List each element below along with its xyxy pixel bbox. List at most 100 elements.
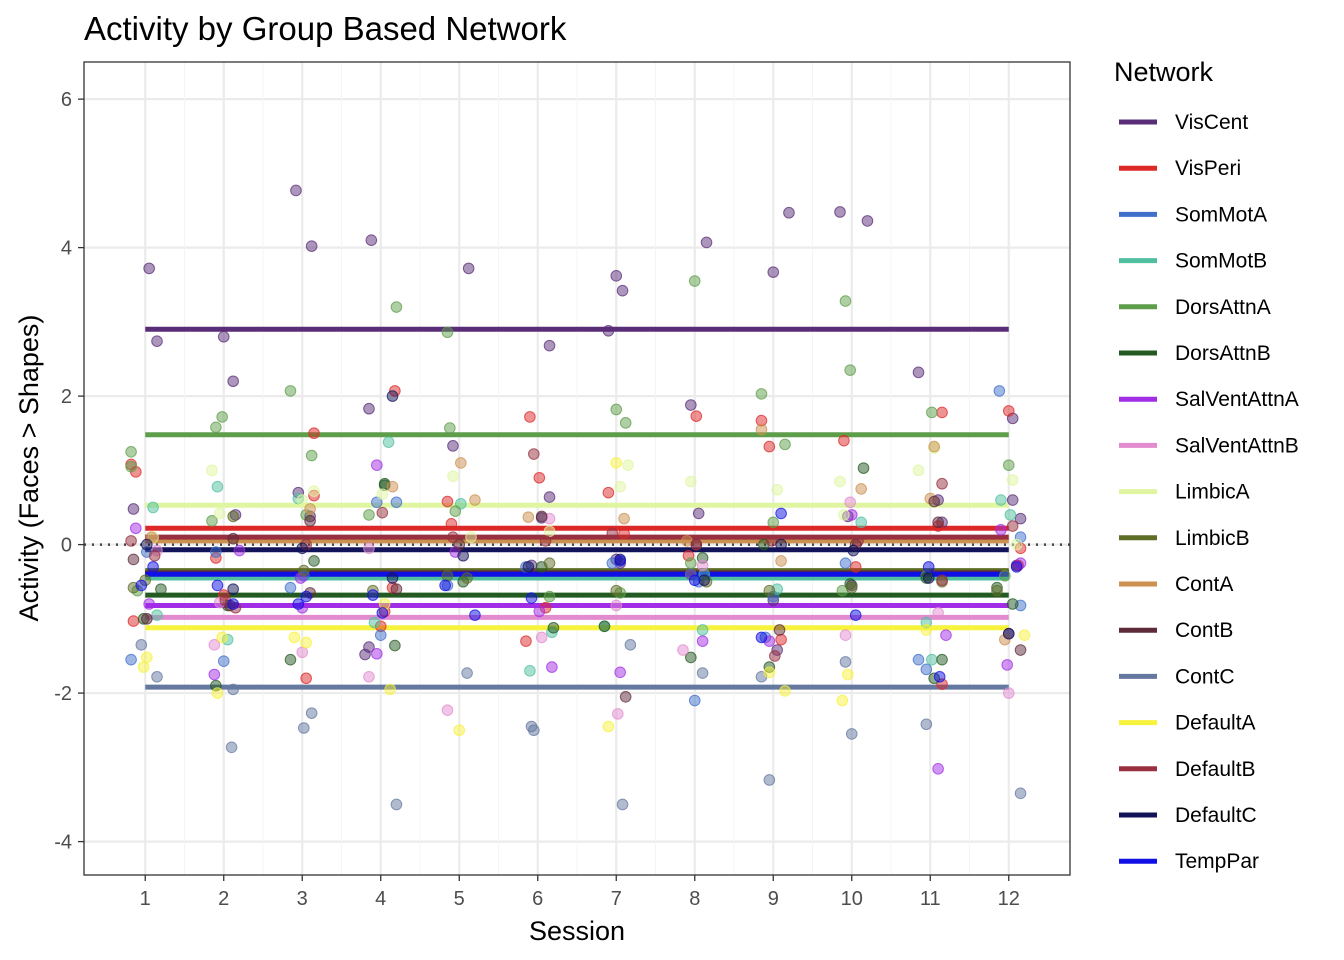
point-ContC [305, 707, 318, 719]
point-SomMotA [374, 629, 387, 641]
point-DefaultA [211, 687, 224, 699]
point-SomMotA [125, 653, 137, 666]
point-DefaultC [386, 572, 399, 584]
point-VisPeri [775, 633, 787, 646]
point-VisPeri [1002, 405, 1015, 417]
point-DefaultB [936, 477, 948, 490]
point-DefaultB [376, 506, 389, 519]
x-tick-label: 6 [532, 888, 543, 910]
point-VisCent [543, 491, 556, 503]
point-ContB [127, 553, 140, 566]
point-TempPar [147, 561, 159, 573]
x-axis-ticks: 1 2 3 4 5 6 7 8 9 10 11 12 [140, 875, 1020, 910]
point-LimbicB [227, 510, 239, 523]
point-DorsAttnA [449, 505, 462, 517]
point-DefaultA [141, 651, 153, 664]
point-LimbicB [441, 569, 454, 582]
point-LimbicB [763, 584, 776, 597]
point-ContB [1014, 644, 1027, 656]
point-DorsAttnA [610, 403, 623, 416]
point-SalVentAttnA [546, 661, 558, 673]
point-SalVentAttnB [441, 704, 454, 716]
point-LimbicA [308, 485, 320, 497]
point-SomMotA [839, 557, 852, 569]
point-SomMotA [284, 581, 297, 594]
point-LimbicB [461, 572, 473, 584]
point-VisCent [1006, 494, 1019, 506]
point-SalVentAttnB [208, 639, 221, 651]
point-DorsAttnB [155, 583, 167, 595]
point-DorsAttnA [688, 275, 701, 287]
point-VisCent [685, 399, 697, 411]
point-SomMotB [211, 480, 224, 493]
point-LimbicA [685, 475, 697, 488]
point-DefaultC [386, 390, 399, 402]
point-VisCent [305, 240, 318, 252]
point-DorsAttnA [305, 449, 318, 462]
point-DefaultC [522, 561, 535, 573]
point-TempPar [933, 670, 946, 683]
point-VisCent [363, 402, 375, 415]
legend-items: VisCent VisPeri SomMotA SomMotB DorsAttnA Dor… [1119, 111, 1299, 873]
point-LimbicA [834, 475, 846, 488]
y-tick-label: 4 [61, 238, 72, 260]
point-ContA [386, 480, 399, 493]
point-VisPeri [300, 672, 312, 685]
point-SalVentAttnA [371, 459, 383, 471]
point-DorsAttnB [1006, 598, 1019, 610]
point-DorsAttnA [755, 388, 768, 400]
point-ContA [928, 440, 940, 453]
point-DorsAttnA [839, 295, 852, 307]
legend-label-DefaultA: DefaultA [1175, 712, 1256, 735]
point-SomMotA [210, 546, 222, 558]
point-DefaultC [141, 538, 153, 551]
point-ContA [469, 494, 481, 506]
point-VisPeri [849, 561, 862, 573]
point-LimbicB [845, 581, 858, 594]
point-SalVentAttnA [533, 605, 546, 618]
point-ContC [845, 728, 858, 740]
point-VisCent [1014, 512, 1027, 525]
point-LimbicA [622, 459, 634, 471]
point-SalVentAttnA [1001, 659, 1013, 671]
x-tick-label: 9 [768, 888, 779, 910]
point-DefaultC [922, 572, 935, 584]
point-DorsAttnB [547, 621, 560, 634]
point-DefaultB [148, 549, 161, 562]
point-SalVentAttnB [363, 670, 375, 683]
point-DorsAttnA [125, 445, 137, 458]
legend-title: Network [1114, 57, 1214, 87]
point-DefaultA [836, 694, 849, 707]
point-DefaultA [453, 724, 466, 737]
point-DefaultA [384, 683, 396, 696]
point-VisCent [151, 335, 163, 347]
point-ContA [775, 555, 787, 567]
point-DorsAttnA [206, 515, 218, 527]
point-SalVentAttnB [844, 496, 856, 509]
point-TempPar [1010, 561, 1023, 573]
point-ContC [390, 798, 403, 811]
point-VisCent [227, 375, 239, 388]
point-SomMotA [920, 663, 933, 676]
y-tick-label: 0 [61, 535, 72, 557]
point-LimbicA [296, 494, 309, 506]
point-DorsAttnA [363, 509, 375, 521]
point-DorsAttnA [1002, 459, 1015, 471]
legend-label-VisPeri: VisPeri [1175, 157, 1241, 180]
point-DefaultC [457, 549, 469, 562]
point-LimbicA [214, 507, 226, 520]
legend-label-DefaultC: DefaultC [1175, 804, 1257, 827]
point-SalVentAttnB [612, 708, 624, 720]
point-DorsAttnA [543, 590, 556, 603]
point-ContC [920, 718, 933, 731]
legend-label-DefaultB: DefaultB [1175, 758, 1256, 781]
point-LimbicA [206, 464, 218, 477]
x-tick-label: 11 [920, 888, 941, 910]
point-TempPar [775, 507, 787, 520]
point-SalVentAttnB [839, 629, 852, 641]
legend-label-SomMotA: SomMotA [1175, 203, 1267, 226]
point-DorsAttnA [779, 438, 791, 451]
point-SomMotB [926, 653, 938, 666]
x-tick-label: 4 [375, 888, 386, 910]
point-DorsAttnA [390, 301, 403, 313]
